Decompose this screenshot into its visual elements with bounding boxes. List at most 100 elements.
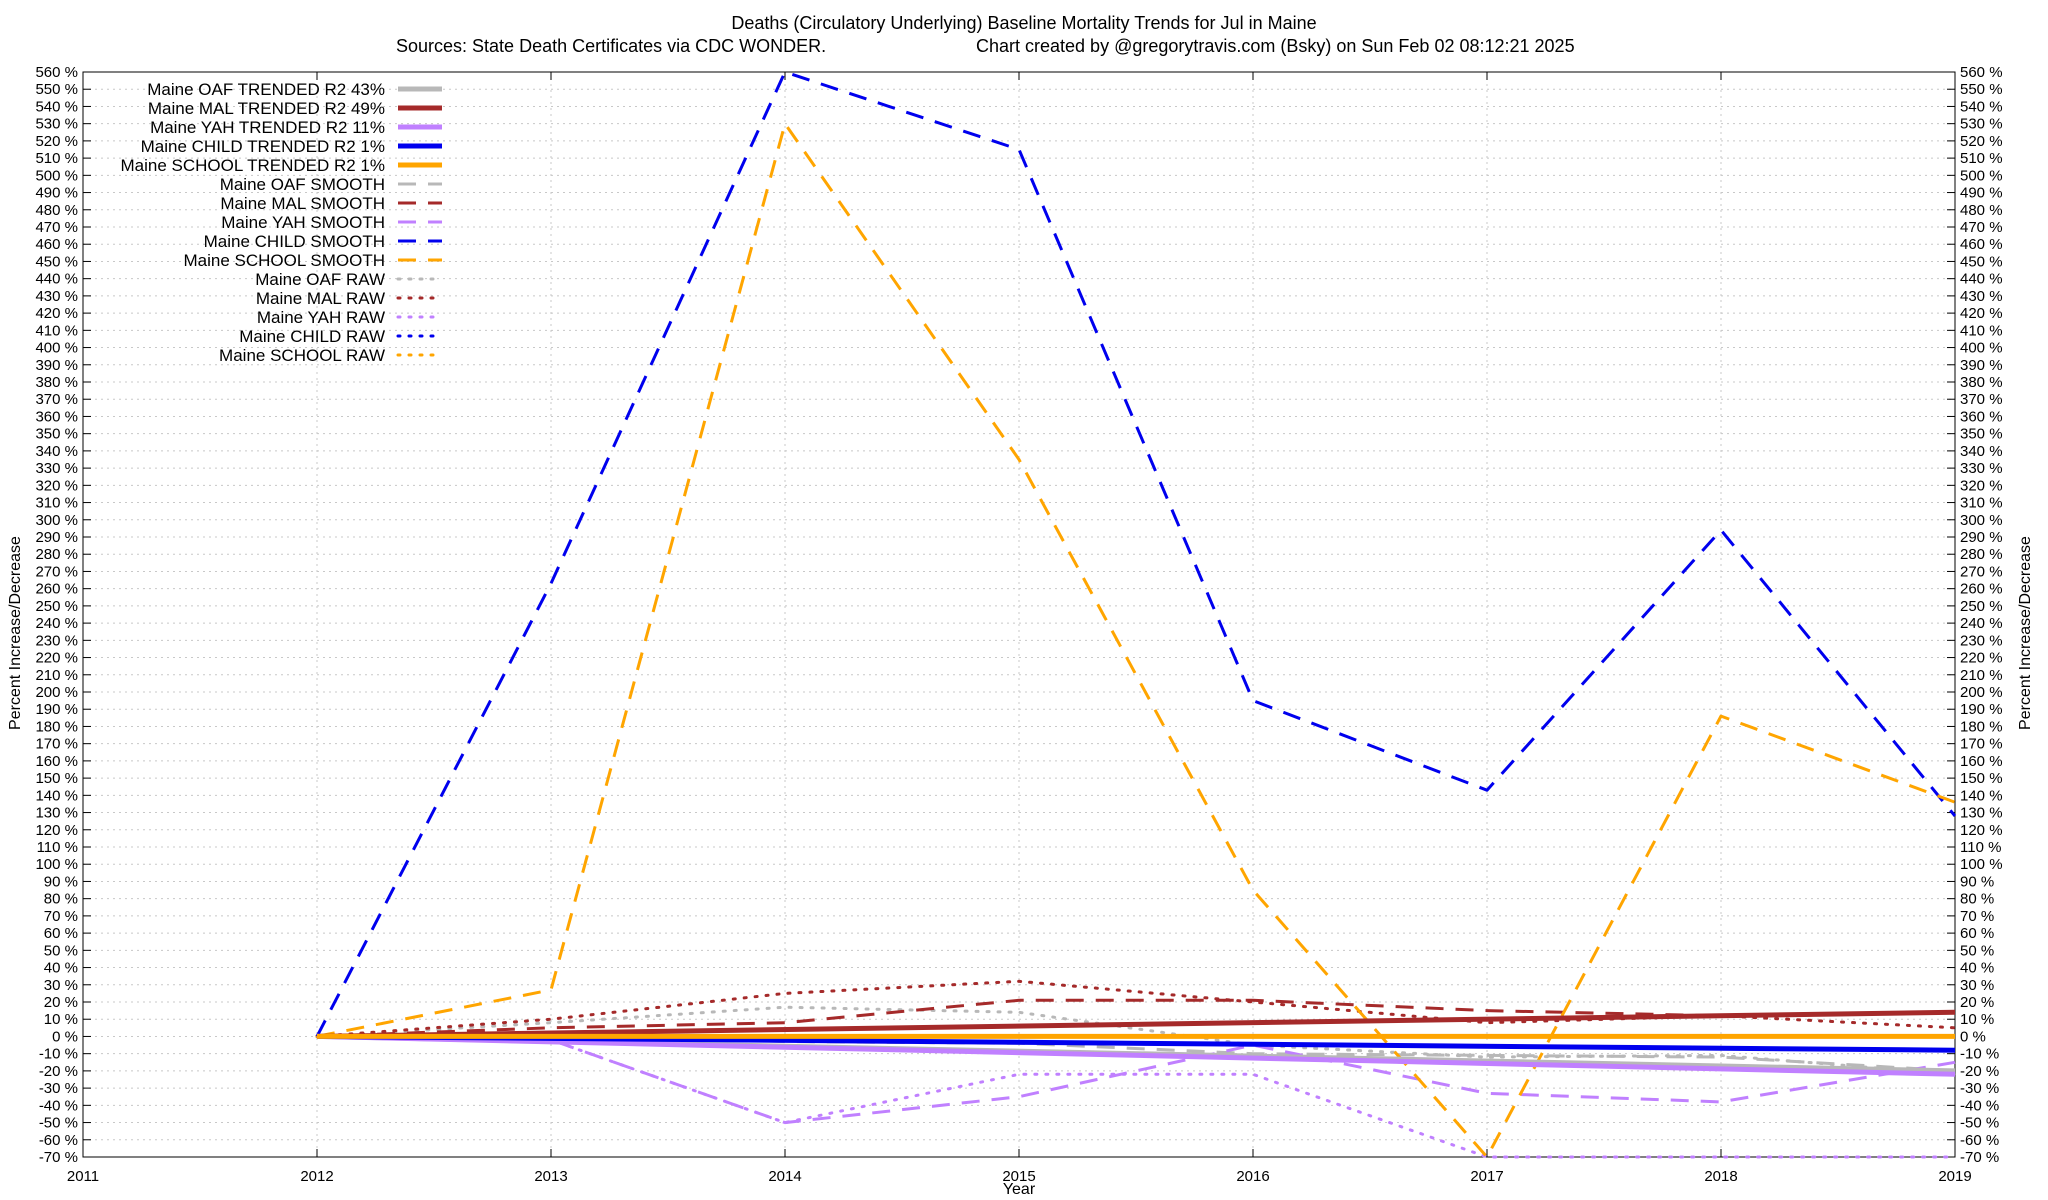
y-tick-label-right: 540 %	[1960, 98, 2003, 115]
y-tick-label-left: 510 %	[35, 150, 78, 167]
y-tick-label-left: -40 %	[39, 1097, 78, 1114]
y-tick-label-left: 230 %	[35, 632, 78, 649]
y-tick-label-right: -10 %	[1960, 1046, 1999, 1063]
y-tick-label-right: 160 %	[1960, 753, 2003, 770]
y-tick-label-left: 210 %	[35, 667, 78, 684]
y-tick-label-left: 220 %	[35, 650, 78, 667]
y-tick-label-left: 470 %	[35, 219, 78, 236]
axes: -70 % -70 %-60 % -60 %-50 % -50 %-40 % -40 %…	[35, 64, 2002, 1185]
y-tick-label-left: 10 %	[44, 1011, 78, 1028]
y-tick-label-left: 520 %	[35, 133, 78, 150]
y-tick-label-left: 560 %	[35, 64, 78, 81]
x-tick-label: 2014	[768, 1168, 801, 1185]
y-tick-label-right: 460 %	[1960, 236, 2003, 253]
legend-label: Maine CHILD TRENDED R2 1%	[141, 137, 385, 156]
legend-label: Maine CHILD RAW	[239, 327, 385, 346]
y-tick-label-left: 70 %	[44, 908, 78, 925]
legend-label: Maine YAH TRENDED R2 11%	[150, 118, 385, 137]
y-tick-label-right: 220 %	[1960, 650, 2003, 667]
chart-title: Deaths (Circulatory Underlying) Baseline…	[396, 13, 1575, 56]
y-tick-label-left: 20 %	[44, 994, 78, 1011]
y-tick-label-left: 80 %	[44, 891, 78, 908]
y-tick-label-left: 250 %	[35, 598, 78, 615]
y-tick-label-left: 200 %	[35, 684, 78, 701]
y-tick-label-left: 40 %	[44, 960, 78, 977]
y-tick-label-right: 310 %	[1960, 495, 2003, 512]
y-tick-label-left: 0 %	[52, 1028, 78, 1045]
y-tick-label-right: -40 %	[1960, 1097, 1999, 1114]
y-tick-label-right: 330 %	[1960, 460, 2003, 477]
y-tick-label-left: 360 %	[35, 408, 78, 425]
x-tick-label: 2015	[1002, 1168, 1035, 1185]
y-tick-label-right: 180 %	[1960, 718, 2003, 735]
y-tick-label-left: -60 %	[39, 1132, 78, 1149]
y-tick-label-right: 530 %	[1960, 116, 2003, 133]
y-tick-label-left: 430 %	[35, 288, 78, 305]
y-tick-label-right: 390 %	[1960, 357, 2003, 374]
x-tick-label: 2018	[1704, 1168, 1737, 1185]
y-tick-label-right: 80 %	[1960, 891, 1994, 908]
legend-label: Maine MAL TRENDED R2 49%	[148, 99, 385, 118]
series-line-maine-mal-trended-r2-49	[316, 1009, 1956, 1039]
y-tick-label-right: 40 %	[1960, 960, 1994, 977]
y-tick-label-right: 60 %	[1960, 925, 1994, 942]
x-tick-label: 2011	[67, 1168, 99, 1185]
y-tick-label-left: 150 %	[35, 770, 78, 787]
legend: Maine OAF TRENDED R2 43%Maine MAL TRENDE…	[120, 80, 444, 365]
y-tick-label-left: 50 %	[44, 942, 78, 959]
y-tick-label-left: 140 %	[35, 787, 78, 804]
y-tick-label-right: 260 %	[1960, 581, 2003, 598]
y-tick-label-right: 480 %	[1960, 202, 2003, 219]
y-tick-label-left: 330 %	[35, 460, 78, 477]
legend-label: Maine YAH SMOOTH	[221, 213, 385, 232]
y-tick-label-right: 380 %	[1960, 374, 2003, 391]
y-tick-label-left: 420 %	[35, 305, 78, 322]
y-tick-label-right: 140 %	[1960, 787, 2003, 804]
y-tick-label-right: 400 %	[1960, 340, 2003, 357]
y-tick-label-right: 280 %	[1960, 546, 2003, 563]
y-tick-label-right: 250 %	[1960, 598, 2003, 615]
y-tick-label-left: 410 %	[35, 322, 78, 339]
y-tick-label-left: 170 %	[35, 736, 78, 753]
y-axis-title-left: Percent Increase/Decrease	[7, 536, 24, 730]
y-tick-label-left: 160 %	[35, 753, 78, 770]
y-tick-label-right: 100 %	[1960, 856, 2003, 873]
y-tick-label-right: 240 %	[1960, 615, 2003, 632]
legend-label: Maine SCHOOL RAW	[219, 346, 385, 365]
y-tick-label-left: 90 %	[44, 873, 78, 890]
y-tick-label-right: 20 %	[1960, 994, 1994, 1011]
y-tick-label-right: 560 %	[1960, 64, 2003, 81]
legend-label: Maine CHILD SMOOTH	[204, 232, 385, 251]
series-lines	[315, 70, 1957, 1159]
y-tick-label-left: -50 %	[39, 1115, 78, 1132]
y-tick-label-right: 550 %	[1960, 81, 2003, 98]
y-tick-label-right: 300 %	[1960, 512, 2003, 529]
legend-label: Maine OAF TRENDED R2 43%	[147, 80, 385, 99]
y-tick-label-left: 440 %	[35, 271, 78, 288]
y-tick-label-left: -30 %	[39, 1080, 78, 1097]
y-tick-label-right: 490 %	[1960, 185, 2003, 202]
y-tick-label-right: 410 %	[1960, 322, 2003, 339]
y-tick-label-left: 450 %	[35, 253, 78, 270]
legend-label: Maine SCHOOL SMOOTH	[183, 251, 385, 270]
y-tick-label-left: 100 %	[35, 856, 78, 873]
y-tick-label-right: 90 %	[1960, 873, 1994, 890]
y-tick-label-left: 320 %	[35, 477, 78, 494]
y-tick-label-right: 420 %	[1960, 305, 2003, 322]
y-tick-label-left: 180 %	[35, 718, 78, 735]
y-tick-label-right: 290 %	[1960, 529, 2003, 546]
chart-title-credit: Chart created by @gregorytravis.com (Bsk…	[976, 36, 1575, 56]
y-tick-label-left: 500 %	[35, 167, 78, 184]
y-tick-label-left: 110 %	[37, 839, 78, 856]
y-tick-label-right: 30 %	[1960, 977, 1994, 994]
y-tick-label-left: 310 %	[35, 495, 78, 512]
y-tick-label-right: 70 %	[1960, 908, 1994, 925]
y-tick-label-right: 510 %	[1960, 150, 2003, 167]
y-tick-label-right: 190 %	[1960, 701, 2003, 718]
y-tick-label-right: 340 %	[1960, 443, 2003, 460]
x-axis-title: Year	[1003, 1181, 1036, 1198]
series-line-maine-mal-raw	[315, 979, 1957, 1038]
y-tick-label-right: 350 %	[1960, 426, 2003, 443]
y-tick-label-right: 120 %	[1960, 822, 2003, 839]
